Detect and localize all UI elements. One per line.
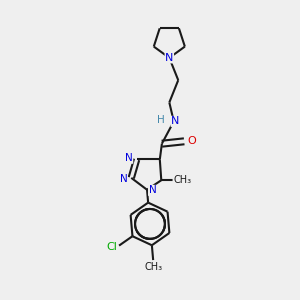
- Text: N: N: [125, 153, 133, 163]
- Text: N: N: [148, 185, 156, 195]
- Text: H: H: [157, 115, 164, 125]
- Text: N: N: [171, 116, 179, 126]
- Text: Cl: Cl: [106, 242, 117, 252]
- Text: CH₃: CH₃: [144, 262, 162, 272]
- Text: N: N: [120, 174, 128, 184]
- Text: O: O: [187, 136, 196, 146]
- Text: N: N: [165, 53, 173, 63]
- Text: CH₃: CH₃: [173, 175, 191, 185]
